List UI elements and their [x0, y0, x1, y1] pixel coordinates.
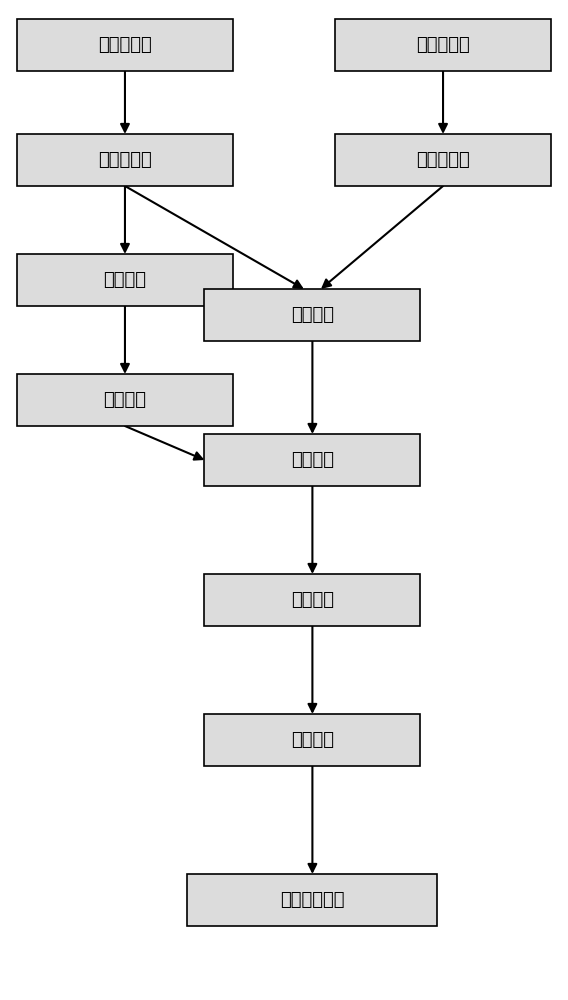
Bar [187, 874, 437, 926]
Bar [17, 254, 233, 306]
Bar [335, 19, 551, 71]
Bar [17, 374, 233, 426]
Text: 采集温度: 采集温度 [291, 451, 334, 469]
Bar [204, 574, 420, 626]
Text: 边缘检测: 边缘检测 [103, 271, 147, 289]
Text: 图像配准: 图像配准 [291, 306, 334, 324]
Bar [17, 134, 233, 186]
Text: 输出极板温度: 输出极板温度 [280, 891, 345, 909]
Bar [17, 19, 233, 71]
Bar [204, 714, 420, 766]
Text: 模板匹配: 模板匹配 [103, 391, 147, 409]
Text: 图像预处理: 图像预处理 [416, 151, 470, 169]
Text: 图像预处理: 图像预处理 [98, 151, 152, 169]
Bar [204, 434, 420, 486]
Text: 红外热图像: 红外热图像 [416, 36, 470, 54]
Text: 误差分析: 误差分析 [291, 591, 334, 609]
Bar [335, 134, 551, 186]
Text: 可见光图像: 可见光图像 [98, 36, 152, 54]
Bar [204, 289, 420, 341]
Text: 相机定位: 相机定位 [291, 731, 334, 749]
